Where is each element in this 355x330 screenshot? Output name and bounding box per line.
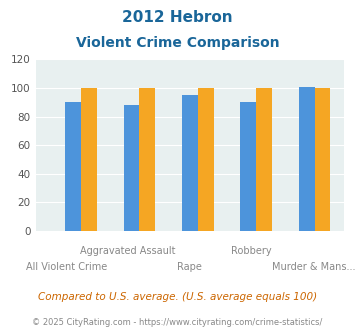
Text: 2012 Hebron: 2012 Hebron (122, 10, 233, 25)
Bar (256, 88, 272, 231)
Bar (65, 102, 81, 231)
Text: All Violent Crime: All Violent Crime (26, 262, 107, 272)
Bar (198, 88, 214, 231)
Text: Murder & Mans...: Murder & Mans... (272, 262, 355, 272)
Bar (124, 105, 140, 231)
Text: Violent Crime Comparison: Violent Crime Comparison (76, 36, 279, 50)
Text: Aggravated Assault: Aggravated Assault (80, 246, 176, 256)
Bar (140, 88, 155, 231)
Bar (182, 95, 198, 231)
Text: Rape: Rape (178, 262, 202, 272)
Bar (315, 88, 330, 231)
Text: Compared to U.S. average. (U.S. average equals 100): Compared to U.S. average. (U.S. average … (38, 292, 317, 302)
Bar (240, 102, 256, 231)
Text: Robbery: Robbery (231, 246, 272, 256)
Bar (299, 86, 315, 231)
Bar (81, 88, 97, 231)
Text: © 2025 CityRating.com - https://www.cityrating.com/crime-statistics/: © 2025 CityRating.com - https://www.city… (32, 318, 323, 327)
Legend: Hebron, Indiana, National: Hebron, Indiana, National (52, 326, 328, 330)
